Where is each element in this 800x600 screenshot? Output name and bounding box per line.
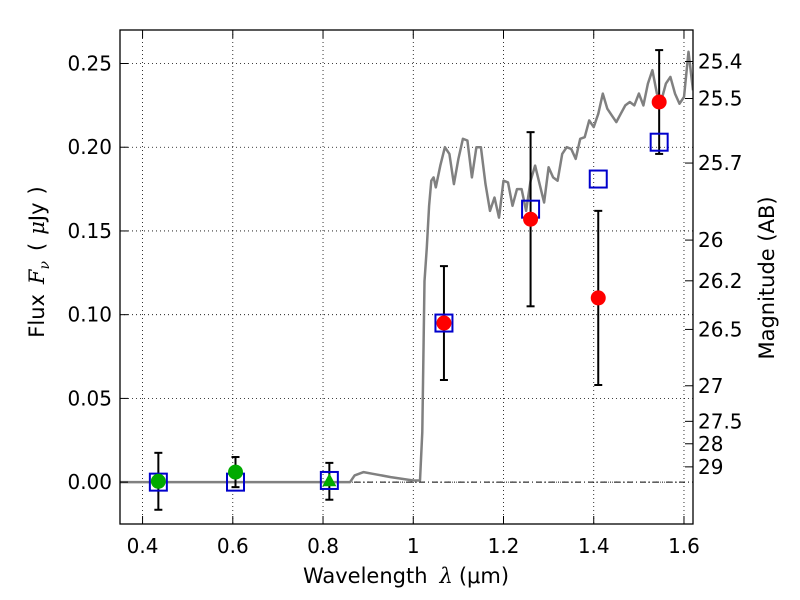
y-tick-label: 0.15: [67, 219, 112, 243]
y-tick-label: 0.00: [67, 470, 112, 494]
y-tick-label: 0.10: [67, 303, 112, 327]
x-tick-label: 1.4: [578, 534, 610, 558]
x-tick-label: 0.4: [127, 534, 159, 558]
data-point-circle: [436, 315, 452, 331]
model-photometry-square: [588, 169, 608, 189]
y-tick-label: 0.05: [67, 386, 112, 410]
magnitude-tick-label: 26.2: [698, 269, 743, 293]
x-axis-title: Wavelength λ (μm): [303, 564, 509, 588]
magnitude-tick-label: 27: [698, 374, 723, 398]
magnitude-tick-label: 28: [698, 432, 723, 456]
magnitude-tick-label: 26: [698, 228, 723, 252]
data-markers: [148, 94, 669, 492]
data-point-circle: [523, 211, 539, 227]
x-tick-label: 0.8: [307, 534, 339, 558]
model-photometry-square: [148, 472, 168, 492]
data-point-circle: [651, 94, 667, 110]
magnitude-tick-label: 25.4: [698, 50, 743, 74]
magnitude-tick-label: 25.7: [698, 151, 743, 175]
y-tick-label: 0.20: [67, 135, 112, 159]
y-tick-label: 0.25: [67, 51, 112, 75]
y2-axis-title: Magnitude (AB): [755, 196, 779, 359]
plot-frame: [119, 29, 694, 525]
magnitude-tick-label: 27.5: [698, 409, 743, 433]
model-photometry-square: [649, 132, 669, 152]
magnitude-tick-label: 25.5: [698, 87, 743, 111]
data-point-triangle: [322, 473, 337, 487]
data-point-circle: [228, 464, 244, 480]
x-tick-labels: 0.4 0.6 0.8 1 1.2 1.4 1.6: [127, 534, 700, 558]
x-tick-label: 1.2: [488, 534, 520, 558]
data-point-circle: [590, 290, 606, 306]
x-tick-label: 0.6: [217, 534, 249, 558]
axis-ticks: [120, 30, 693, 524]
x-tick-label: 1.6: [668, 534, 700, 558]
model-photometry-square: [319, 470, 339, 490]
y-axis-title: FluxFν(μJy): [25, 186, 53, 337]
magnitude-tick-label: 26.5: [698, 317, 743, 341]
model-photometry-square: [434, 313, 454, 333]
data-point-circle: [150, 473, 166, 489]
magnitude-tick-label: 29: [698, 455, 723, 479]
x-tick-label: 1: [407, 534, 420, 558]
model-spectrum-line: [120, 50, 693, 484]
y-tick-labels: 0.00 0.05 0.10 0.15 0.20 0.25: [67, 51, 112, 494]
